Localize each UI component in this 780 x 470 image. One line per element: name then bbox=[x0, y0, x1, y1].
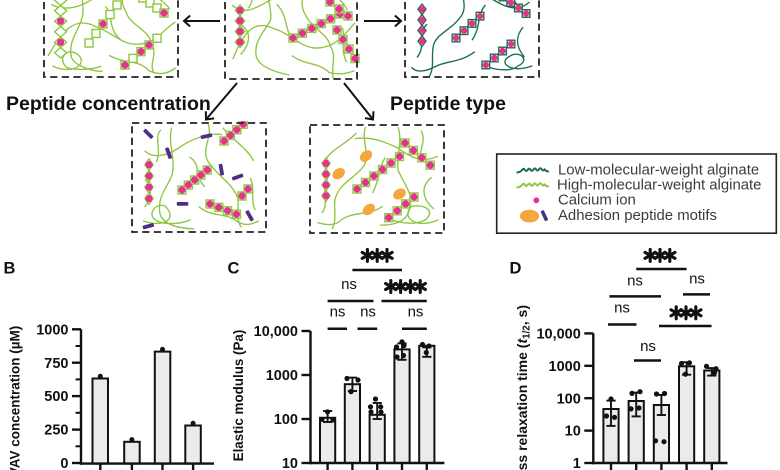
svg-text:VAV concentration (µM): VAV concentration (µM) bbox=[8, 326, 23, 470]
svg-text:1000: 1000 bbox=[549, 359, 581, 375]
svg-text:1: 1 bbox=[573, 456, 581, 470]
svg-text:100: 100 bbox=[274, 412, 298, 428]
svg-text:ns: ns bbox=[408, 303, 424, 320]
svg-text:B: B bbox=[4, 260, 16, 278]
svg-text:750: 750 bbox=[44, 356, 68, 372]
svg-text:Calcium ion: Calcium ion bbox=[558, 193, 636, 209]
svg-text:1000: 1000 bbox=[266, 368, 298, 384]
svg-text:250: 250 bbox=[44, 423, 68, 439]
svg-text:Adhesion peptide motifs: Adhesion peptide motifs bbox=[558, 208, 717, 224]
svg-text:100: 100 bbox=[557, 391, 581, 407]
svg-text:10,000: 10,000 bbox=[536, 327, 580, 343]
svg-text:500: 500 bbox=[44, 389, 68, 405]
svg-text:10,000: 10,000 bbox=[254, 324, 298, 340]
svg-text:1000: 1000 bbox=[36, 322, 68, 338]
svg-text:ss relaxation time (t1/2, s): ss relaxation time (t1/2, s) bbox=[514, 305, 533, 470]
svg-text:0: 0 bbox=[60, 456, 68, 470]
svg-text:ns: ns bbox=[330, 303, 346, 320]
svg-text:ns: ns bbox=[640, 338, 656, 355]
svg-text:High-molecular-weight alginate: High-molecular-weight alginate bbox=[557, 178, 761, 194]
svg-text:10: 10 bbox=[282, 456, 298, 470]
svg-text:Peptide concentration: Peptide concentration bbox=[6, 93, 211, 115]
svg-text:Low-molecular-weight alginate: Low-molecular-weight alginate bbox=[558, 163, 759, 179]
svg-text:D: D bbox=[510, 260, 522, 278]
svg-text:10: 10 bbox=[565, 424, 581, 440]
svg-text:ns: ns bbox=[614, 299, 630, 316]
svg-text:C: C bbox=[228, 260, 240, 278]
svg-text:ns: ns bbox=[689, 270, 705, 287]
svg-text:ns: ns bbox=[627, 273, 643, 290]
svg-text:ns: ns bbox=[360, 303, 376, 320]
svg-text:Elastic modulus (Pa): Elastic modulus (Pa) bbox=[231, 330, 246, 462]
svg-text:Peptide type: Peptide type bbox=[390, 93, 506, 115]
svg-text:ns: ns bbox=[341, 276, 357, 293]
